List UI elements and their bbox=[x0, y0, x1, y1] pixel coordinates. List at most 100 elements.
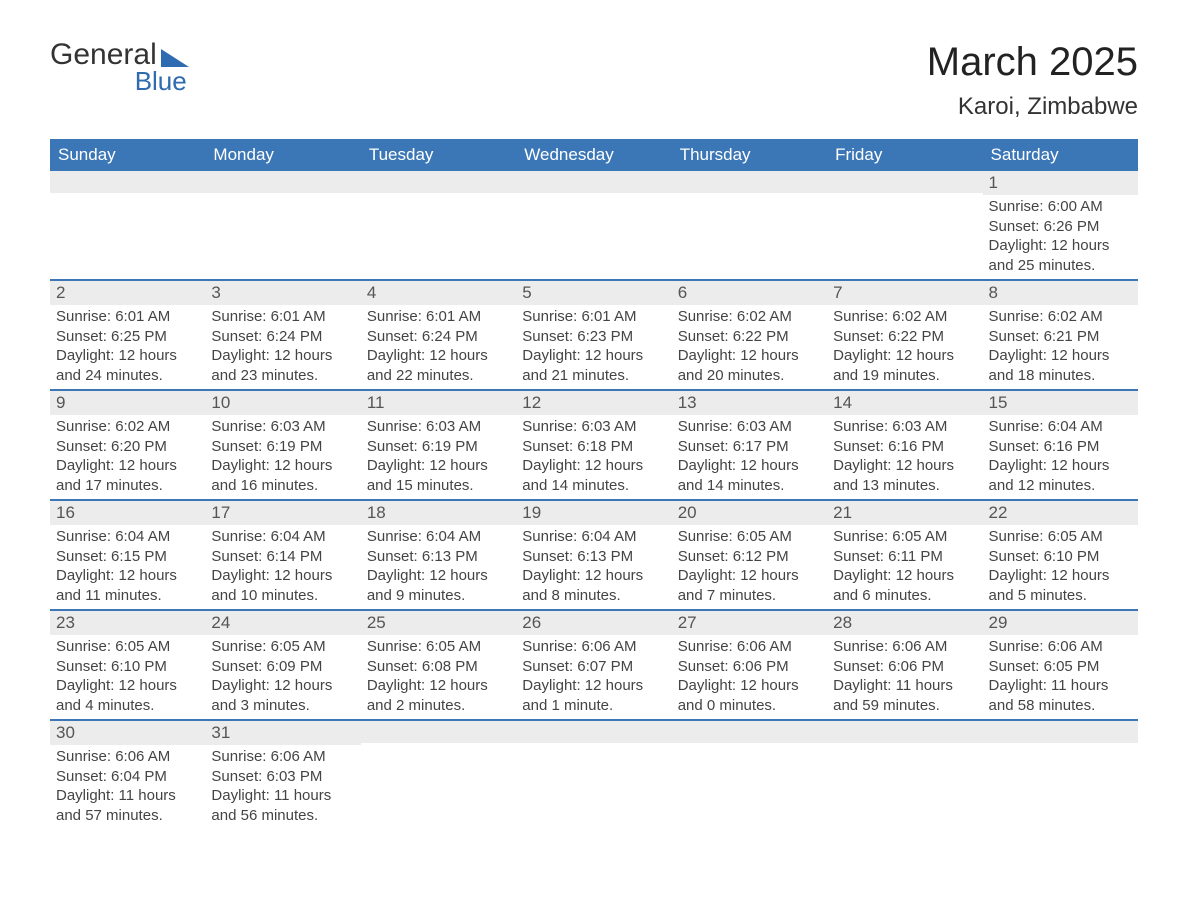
day-number bbox=[827, 171, 982, 193]
sunset-text: Sunset: 6:04 PM bbox=[56, 767, 199, 787]
sunset-text: Sunset: 6:23 PM bbox=[522, 327, 665, 347]
sunset-text: Sunset: 6:22 PM bbox=[678, 327, 821, 347]
calendar-day-cell: 6Sunrise: 6:02 AMSunset: 6:22 PMDaylight… bbox=[672, 280, 827, 390]
sunset-text: Sunset: 6:18 PM bbox=[522, 437, 665, 457]
calendar-day-cell bbox=[672, 720, 827, 829]
calendar-day-cell: 1Sunrise: 6:00 AMSunset: 6:26 PMDaylight… bbox=[983, 171, 1138, 280]
weekday-header: Wednesday bbox=[516, 139, 671, 171]
calendar-week-row: 2Sunrise: 6:01 AMSunset: 6:25 PMDaylight… bbox=[50, 280, 1138, 390]
day-number: 13 bbox=[672, 391, 827, 415]
daylight-text: Daylight: 12 hours and 8 minutes. bbox=[522, 566, 665, 605]
day-details: Sunrise: 6:02 AMSunset: 6:21 PMDaylight:… bbox=[983, 305, 1138, 389]
day-details: Sunrise: 6:01 AMSunset: 6:25 PMDaylight:… bbox=[50, 305, 205, 389]
day-number: 11 bbox=[361, 391, 516, 415]
day-details bbox=[361, 743, 516, 821]
calendar-day-cell: 12Sunrise: 6:03 AMSunset: 6:18 PMDayligh… bbox=[516, 390, 671, 500]
sunrise-text: Sunrise: 6:05 AM bbox=[367, 637, 510, 657]
calendar-day-cell: 3Sunrise: 6:01 AMSunset: 6:24 PMDaylight… bbox=[205, 280, 360, 390]
daylight-text: Daylight: 12 hours and 11 minutes. bbox=[56, 566, 199, 605]
day-number bbox=[672, 721, 827, 743]
sunset-text: Sunset: 6:06 PM bbox=[678, 657, 821, 677]
calendar-day-cell bbox=[205, 171, 360, 280]
daylight-text: Daylight: 12 hours and 3 minutes. bbox=[211, 676, 354, 715]
day-number: 21 bbox=[827, 501, 982, 525]
day-details bbox=[983, 743, 1138, 821]
sunrise-text: Sunrise: 6:03 AM bbox=[678, 417, 821, 437]
daylight-text: Daylight: 12 hours and 17 minutes. bbox=[56, 456, 199, 495]
calendar-day-cell: 28Sunrise: 6:06 AMSunset: 6:06 PMDayligh… bbox=[827, 610, 982, 720]
daylight-text: Daylight: 12 hours and 12 minutes. bbox=[989, 456, 1132, 495]
month-title: March 2025 bbox=[927, 40, 1138, 85]
day-details: Sunrise: 6:04 AMSunset: 6:14 PMDaylight:… bbox=[205, 525, 360, 609]
sunset-text: Sunset: 6:15 PM bbox=[56, 547, 199, 567]
sunrise-text: Sunrise: 6:04 AM bbox=[367, 527, 510, 547]
sunset-text: Sunset: 6:24 PM bbox=[211, 327, 354, 347]
sunrise-text: Sunrise: 6:05 AM bbox=[211, 637, 354, 657]
calendar-day-cell: 27Sunrise: 6:06 AMSunset: 6:06 PMDayligh… bbox=[672, 610, 827, 720]
sunrise-text: Sunrise: 6:04 AM bbox=[211, 527, 354, 547]
calendar-day-cell bbox=[983, 720, 1138, 829]
daylight-text: Daylight: 12 hours and 7 minutes. bbox=[678, 566, 821, 605]
calendar-day-cell: 30Sunrise: 6:06 AMSunset: 6:04 PMDayligh… bbox=[50, 720, 205, 829]
calendar-day-cell: 19Sunrise: 6:04 AMSunset: 6:13 PMDayligh… bbox=[516, 500, 671, 610]
calendar-day-cell: 22Sunrise: 6:05 AMSunset: 6:10 PMDayligh… bbox=[983, 500, 1138, 610]
daylight-text: Daylight: 12 hours and 19 minutes. bbox=[833, 346, 976, 385]
day-number: 24 bbox=[205, 611, 360, 635]
day-number: 9 bbox=[50, 391, 205, 415]
daylight-text: Daylight: 11 hours and 56 minutes. bbox=[211, 786, 354, 825]
sunset-text: Sunset: 6:12 PM bbox=[678, 547, 821, 567]
sunset-text: Sunset: 6:20 PM bbox=[56, 437, 199, 457]
calendar-week-row: 9Sunrise: 6:02 AMSunset: 6:20 PMDaylight… bbox=[50, 390, 1138, 500]
day-details: Sunrise: 6:06 AMSunset: 6:03 PMDaylight:… bbox=[205, 745, 360, 829]
sunrise-text: Sunrise: 6:03 AM bbox=[833, 417, 976, 437]
sunrise-text: Sunrise: 6:03 AM bbox=[367, 417, 510, 437]
day-number: 30 bbox=[50, 721, 205, 745]
day-number bbox=[983, 721, 1138, 743]
day-number bbox=[205, 171, 360, 193]
sunset-text: Sunset: 6:09 PM bbox=[211, 657, 354, 677]
weekday-header: Saturday bbox=[983, 139, 1138, 171]
calendar-week-row: 23Sunrise: 6:05 AMSunset: 6:10 PMDayligh… bbox=[50, 610, 1138, 720]
sunrise-text: Sunrise: 6:02 AM bbox=[989, 307, 1132, 327]
calendar-day-cell bbox=[516, 171, 671, 280]
daylight-text: Daylight: 12 hours and 1 minute. bbox=[522, 676, 665, 715]
sunrise-text: Sunrise: 6:01 AM bbox=[211, 307, 354, 327]
sunset-text: Sunset: 6:13 PM bbox=[367, 547, 510, 567]
day-number bbox=[672, 171, 827, 193]
sunset-text: Sunset: 6:06 PM bbox=[833, 657, 976, 677]
sunrise-text: Sunrise: 6:06 AM bbox=[522, 637, 665, 657]
day-details: Sunrise: 6:05 AMSunset: 6:11 PMDaylight:… bbox=[827, 525, 982, 609]
sunrise-text: Sunrise: 6:06 AM bbox=[211, 747, 354, 767]
daylight-text: Daylight: 12 hours and 16 minutes. bbox=[211, 456, 354, 495]
sunrise-text: Sunrise: 6:00 AM bbox=[989, 197, 1132, 217]
sunrise-text: Sunrise: 6:01 AM bbox=[522, 307, 665, 327]
day-details: Sunrise: 6:01 AMSunset: 6:24 PMDaylight:… bbox=[361, 305, 516, 389]
day-details: Sunrise: 6:02 AMSunset: 6:22 PMDaylight:… bbox=[672, 305, 827, 389]
day-details: Sunrise: 6:03 AMSunset: 6:19 PMDaylight:… bbox=[205, 415, 360, 499]
location-label: Karoi, Zimbabwe bbox=[927, 93, 1138, 121]
day-details: Sunrise: 6:04 AMSunset: 6:13 PMDaylight:… bbox=[516, 525, 671, 609]
calendar-day-cell bbox=[672, 171, 827, 280]
day-details: Sunrise: 6:05 AMSunset: 6:08 PMDaylight:… bbox=[361, 635, 516, 719]
sunrise-text: Sunrise: 6:06 AM bbox=[989, 637, 1132, 657]
calendar-day-cell: 25Sunrise: 6:05 AMSunset: 6:08 PMDayligh… bbox=[361, 610, 516, 720]
calendar-day-cell: 15Sunrise: 6:04 AMSunset: 6:16 PMDayligh… bbox=[983, 390, 1138, 500]
calendar-day-cell: 18Sunrise: 6:04 AMSunset: 6:13 PMDayligh… bbox=[361, 500, 516, 610]
sunrise-text: Sunrise: 6:03 AM bbox=[522, 417, 665, 437]
calendar-day-cell: 4Sunrise: 6:01 AMSunset: 6:24 PMDaylight… bbox=[361, 280, 516, 390]
logo-text-blue: Blue bbox=[135, 68, 187, 94]
day-details: Sunrise: 6:06 AMSunset: 6:06 PMDaylight:… bbox=[827, 635, 982, 719]
day-details bbox=[205, 193, 360, 271]
day-number: 31 bbox=[205, 721, 360, 745]
weekday-header: Monday bbox=[205, 139, 360, 171]
weekday-header: Thursday bbox=[672, 139, 827, 171]
day-details bbox=[672, 193, 827, 271]
daylight-text: Daylight: 11 hours and 57 minutes. bbox=[56, 786, 199, 825]
sunset-text: Sunset: 6:19 PM bbox=[211, 437, 354, 457]
day-number: 3 bbox=[205, 281, 360, 305]
daylight-text: Daylight: 11 hours and 58 minutes. bbox=[989, 676, 1132, 715]
sunrise-text: Sunrise: 6:04 AM bbox=[522, 527, 665, 547]
day-number: 2 bbox=[50, 281, 205, 305]
day-number bbox=[516, 171, 671, 193]
day-details: Sunrise: 6:02 AMSunset: 6:20 PMDaylight:… bbox=[50, 415, 205, 499]
